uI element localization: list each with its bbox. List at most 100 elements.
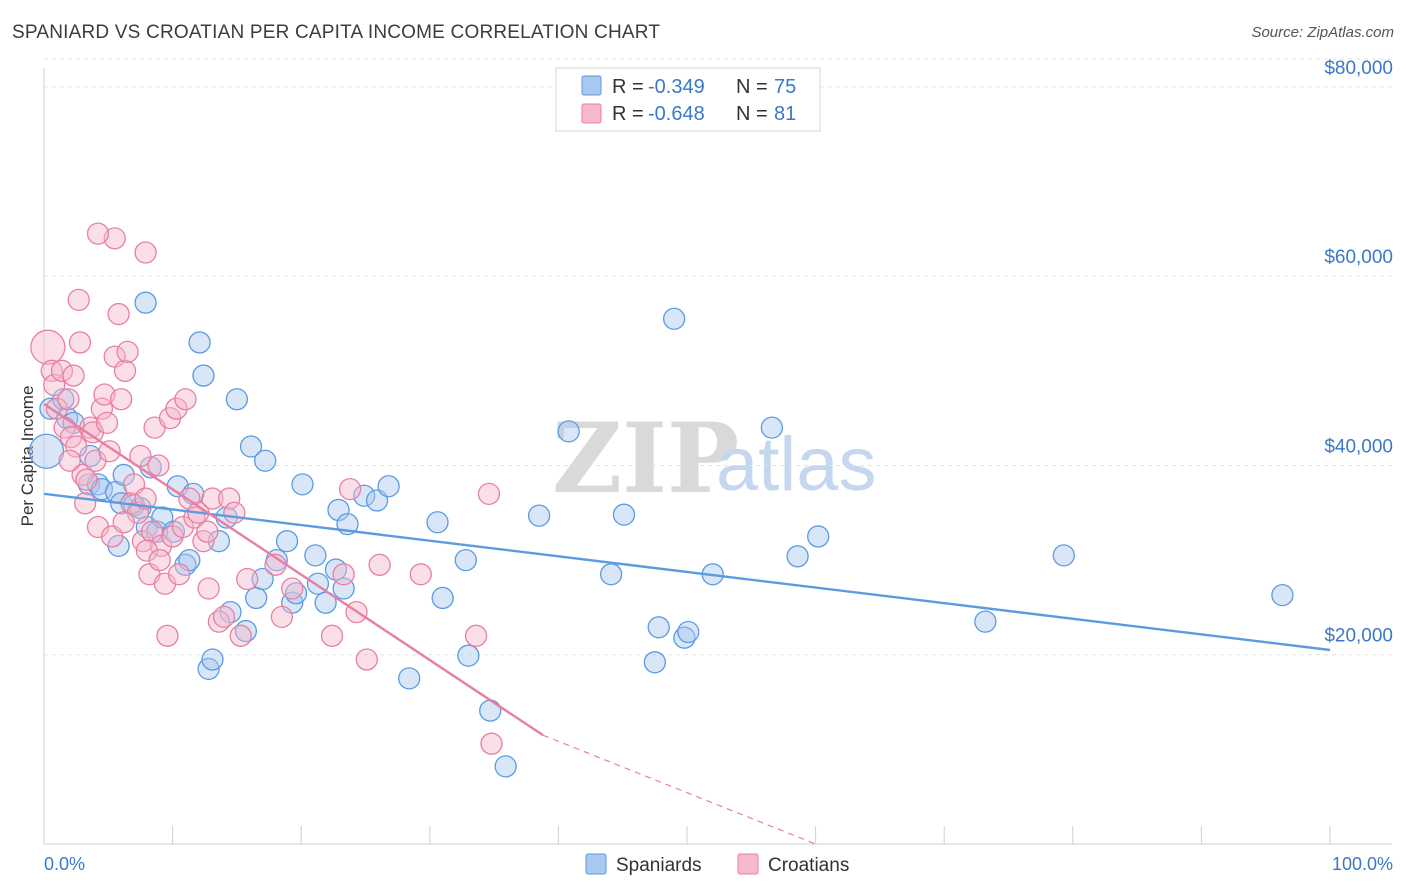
point-spaniards (225, 388, 249, 411)
point-spaniards (192, 364, 215, 387)
correlation-legend: R = -0.349 N = 75 R = -0.648 N = 81 (555, 67, 821, 132)
scatter-points (28, 222, 1294, 778)
point-croatians (57, 388, 80, 411)
point-spaniards (643, 651, 666, 674)
point-croatians (223, 501, 246, 524)
legend-n-label-croatians: N = (736, 103, 768, 125)
point-spaniards (239, 435, 263, 458)
point-spaniards (760, 416, 784, 439)
point-croatians (112, 511, 135, 534)
point-croatians (65, 435, 88, 458)
point-spaniards (527, 504, 551, 527)
watermark: ZIP atlas (552, 402, 877, 515)
point-croatians (113, 359, 137, 382)
point-croatians (236, 567, 259, 591)
point-spaniards (494, 755, 517, 778)
y-axis-title: Per Capita Income (18, 386, 37, 527)
point-spaniards (327, 498, 350, 522)
point-croatians (270, 605, 294, 629)
series-legend: Spaniards Croatians (585, 853, 849, 876)
y-tick-label: $80,000 (1324, 58, 1393, 79)
point-croatians (107, 302, 130, 326)
legend-r-label-spaniards: R = (612, 76, 644, 98)
point-spaniards (974, 610, 997, 633)
point-spaniards (677, 620, 700, 644)
point-croatians (368, 553, 391, 576)
x-ticks (43, 826, 1331, 844)
point-spaniards (188, 331, 211, 354)
point-croatians (93, 383, 116, 406)
legend-n-label-spaniards: N = (736, 76, 768, 98)
point-croatians (148, 548, 171, 572)
point-croatians (43, 373, 66, 397)
point-spaniards (254, 449, 277, 472)
point-spaniards (457, 644, 480, 667)
point-croatians (67, 288, 90, 312)
series-legend-label-croatians: Croatians (768, 855, 849, 876)
legend-r-value-croatians: -0.648 (648, 103, 705, 125)
point-croatians (196, 520, 219, 543)
y-tick-label: $60,000 (1324, 247, 1393, 268)
point-croatians (103, 227, 126, 250)
point-croatians (464, 624, 488, 647)
legend-swatch-croatians (581, 103, 602, 124)
series-legend-label-spaniards: Spaniards (616, 855, 702, 876)
point-croatians (30, 329, 66, 365)
point-spaniards (304, 544, 327, 567)
point-croatians (281, 577, 304, 600)
point-spaniards (1052, 544, 1075, 567)
point-croatians (167, 563, 191, 586)
point-spaniards (426, 511, 449, 534)
point-spaniards (647, 616, 670, 639)
point-spaniards (201, 648, 224, 671)
point-croatians (75, 468, 98, 491)
point-spaniards (662, 307, 686, 330)
point-croatians (110, 388, 133, 411)
trend-line-extension-croatians (542, 734, 816, 845)
y-tick-labels: $20,000 $40,000 $60,000 $80,000 (1324, 58, 1393, 647)
series-legend-swatch-croatians (737, 853, 759, 875)
point-spaniards (398, 667, 421, 690)
x-tick-label-min: 0.0% (44, 854, 85, 874)
trend-line-spaniards (43, 492, 1331, 652)
point-spaniards (807, 525, 830, 548)
y-tick-label: $40,000 (1324, 436, 1393, 457)
point-croatians (68, 331, 92, 354)
series-legend-swatch-spaniards (585, 853, 607, 875)
point-spaniards (207, 530, 231, 553)
point-croatians (218, 487, 241, 510)
point-croatians (156, 624, 179, 647)
point-spaniards (599, 563, 623, 586)
source-label: Source: ZipAtlas.com (1251, 24, 1394, 41)
point-croatians (477, 482, 501, 506)
chart-title: SPANIARD VS CROATIAN PER CAPITA INCOME C… (12, 22, 661, 43)
point-croatians (212, 605, 236, 629)
point-spaniards (245, 586, 268, 610)
point-spaniards (431, 586, 454, 610)
point-spaniards (1271, 583, 1294, 607)
point-croatians (134, 241, 157, 264)
point-croatians (165, 397, 188, 420)
point-croatians (171, 515, 195, 539)
point-croatians (409, 563, 432, 586)
watermark-atlas: atlas (716, 422, 877, 507)
point-croatians (332, 563, 355, 586)
watermark-zip: ZIP (552, 402, 739, 515)
point-spaniards (786, 545, 809, 568)
point-spaniards (275, 530, 299, 553)
legend-swatch-spaniards (581, 75, 602, 96)
point-croatians (45, 397, 69, 420)
point-spaniards (377, 475, 400, 498)
point-spaniards (479, 699, 502, 722)
point-spaniards (134, 291, 157, 314)
point-croatians (355, 648, 378, 671)
point-croatians (174, 388, 197, 411)
point-croatians (74, 492, 97, 515)
point-spaniards (612, 503, 636, 526)
point-croatians (58, 449, 81, 472)
legend-n-value-croatians: 81 (774, 103, 796, 125)
point-spaniards (28, 433, 65, 469)
point-croatians (90, 397, 114, 420)
point-croatians (135, 539, 159, 562)
